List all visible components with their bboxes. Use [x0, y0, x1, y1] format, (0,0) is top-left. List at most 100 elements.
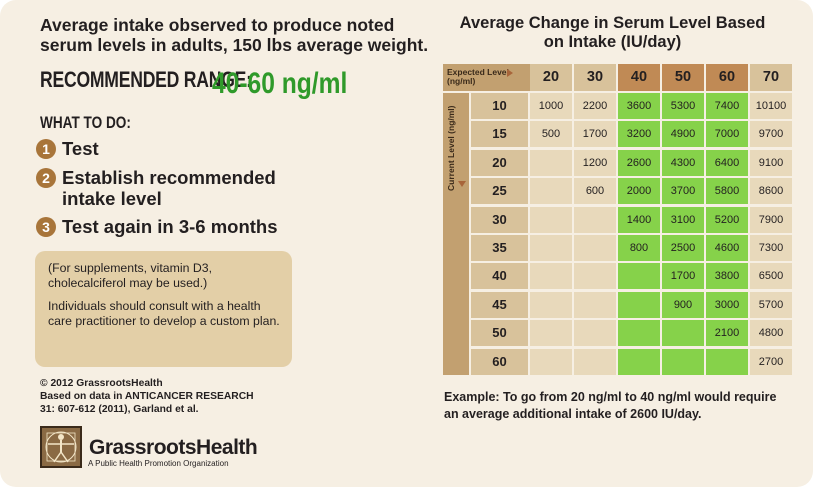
current-level-text: Current Level: [446, 136, 456, 191]
table-cell: 7400: [706, 93, 748, 119]
grassrootshealth-logo: GrassrootsHealth A Public Health Promoti…: [40, 426, 290, 470]
table-cell: [574, 206, 616, 233]
table-cell: 3200: [618, 121, 660, 148]
row-header-20: 20: [471, 149, 528, 176]
table-cell: 3800: [706, 263, 748, 290]
table-cell: [530, 320, 572, 347]
step-text: Establish recommended intake level: [62, 167, 276, 209]
table-cell: 800: [618, 235, 660, 261]
intro-line-2: serum levels in adults, 150 lbs average …: [40, 35, 429, 55]
table-cell: 9700: [750, 121, 792, 148]
intake-table: Expected Level (ng/ml) Current Level (ng…: [443, 64, 792, 375]
row-header-45: 45: [471, 291, 528, 318]
table-cell: [706, 348, 748, 375]
table-cell: [618, 263, 660, 290]
intro-line-1: Average intake observed to produce noted: [40, 15, 395, 35]
table-cell: 7900: [750, 206, 792, 233]
table-cell: 1700: [662, 263, 704, 290]
step-number-badge: 1: [36, 139, 56, 159]
table-cell: 10100: [750, 93, 792, 119]
step-text: Test: [62, 138, 99, 159]
table-cell: [662, 320, 704, 347]
table-cell: [618, 320, 660, 347]
table-cell: [530, 291, 572, 318]
expected-level-label: Expected Level (ng/ml): [447, 68, 509, 86]
row-header-60: 60: [471, 348, 528, 375]
logo-name: GrassrootsHealth: [89, 436, 258, 459]
column-header-40: 40: [618, 64, 660, 91]
recommended-range: RECOMMENDED RANGE: 40-60 ng/ml: [40, 67, 347, 103]
table-cell: 8600: [750, 178, 792, 205]
table-title-line-1: Average Change in Serum Level Based: [459, 14, 766, 32]
range-label: RECOMMENDED RANGE:: [40, 67, 252, 92]
table-cell: 3600: [618, 93, 660, 119]
logo-tagline: A Public Health Promotion Organization: [88, 459, 229, 468]
table-cell: 5800: [706, 178, 748, 205]
table-cell: [662, 348, 704, 375]
table-cell: 2500: [662, 235, 704, 261]
table-cell: 4600: [706, 235, 748, 261]
table-cell: [530, 149, 572, 176]
row-header-15: 15: [471, 121, 528, 148]
row-header-30: 30: [471, 206, 528, 233]
table-cell: [574, 263, 616, 290]
row-header-25: 25: [471, 178, 528, 205]
source-line-1: Based on data in ANTICANCER RESEARCH: [40, 391, 254, 402]
table-cell: 2700: [750, 348, 792, 375]
table-cell: [618, 291, 660, 318]
current-level-unit: (ng/ml): [446, 105, 456, 134]
table-cell: 3000: [706, 291, 748, 318]
table-cell: 5700: [750, 291, 792, 318]
table-cell: 3100: [662, 206, 704, 233]
table-cell: 1000: [530, 93, 572, 119]
table-title-line-2: on Intake (IU/day): [543, 33, 682, 51]
row-header-10: 10: [471, 93, 528, 119]
table-corner: Expected Level (ng/ml): [443, 64, 530, 91]
table-cell: [530, 348, 572, 375]
table-cell: 7000: [706, 121, 748, 148]
table-cell: [530, 263, 572, 290]
arrow-right-icon: [507, 69, 513, 77]
table-cell: 4900: [662, 121, 704, 148]
column-header-20: 20: [530, 64, 572, 91]
table-cell: 1700: [574, 121, 616, 148]
supplement-note: (For supplements, vitamin D3, cholecalci…: [35, 251, 292, 367]
table-cell: 600: [574, 178, 616, 205]
current-level-label: Current Level (ng/ml): [446, 106, 456, 192]
range-value: 40-60 ng/ml: [212, 67, 348, 100]
source-line-2: 31: 607-612 (2011), Garland et al.: [40, 404, 199, 415]
table-cell: 4800: [750, 320, 792, 347]
table-cell: 2000: [618, 178, 660, 205]
table-cell: 2100: [706, 320, 748, 347]
column-header-50: 50: [662, 64, 704, 91]
step-number-badge: 2: [36, 168, 56, 188]
row-header-35: 35: [471, 235, 528, 261]
table-cell: 9100: [750, 149, 792, 176]
table-cell: 5300: [662, 93, 704, 119]
table-cell: [574, 291, 616, 318]
table-cell: 7300: [750, 235, 792, 261]
column-header-30: 30: [574, 64, 616, 91]
table-cell: 1400: [618, 206, 660, 233]
example-text: Example: To go from 20 ng/ml to 40 ng/ml…: [444, 390, 777, 421]
table-cell: 4300: [662, 149, 704, 176]
table-title: Average Change in Serum Level Based on I…: [440, 14, 785, 52]
expected-level-text: Expected Level: [447, 67, 509, 77]
table-cell: [618, 348, 660, 375]
table-cell: 6500: [750, 263, 792, 290]
table-cell: [530, 235, 572, 261]
table-cell: [530, 178, 572, 205]
column-header-70: 70: [750, 64, 792, 91]
table-cell: [530, 206, 572, 233]
table-cell: [574, 235, 616, 261]
note-paragraph-1: (For supplements, vitamin D3, cholecalci…: [48, 261, 213, 290]
row-header-40: 40: [471, 263, 528, 290]
table-cell: 500: [530, 121, 572, 148]
arrow-down-icon: [458, 181, 466, 187]
table-cell: 3700: [662, 178, 704, 205]
table-cell: 6400: [706, 149, 748, 176]
copyright-line: © 2012 GrassrootsHealth: [40, 378, 163, 389]
step-text: Test again in 3-6 months: [62, 216, 278, 237]
intro-text: Average intake observed to produce noted…: [40, 15, 440, 55]
